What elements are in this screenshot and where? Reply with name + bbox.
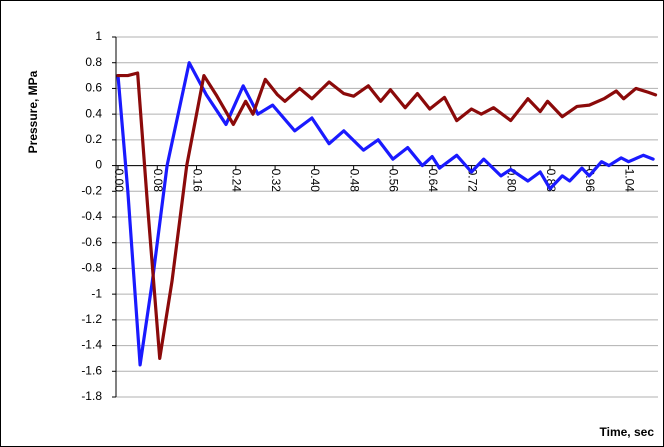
x-tick-label: 0.48 xyxy=(347,169,361,193)
y-tick-label: 0.2 xyxy=(85,132,102,146)
y-tick-label: -1.4 xyxy=(81,338,102,352)
x-tick-label: 0.64 xyxy=(426,169,440,193)
y-tick-label: -1.8 xyxy=(81,389,102,403)
y-axis-label: Pressure, MPa xyxy=(26,70,40,153)
y-tick-label: 1 xyxy=(95,29,102,43)
line-series xyxy=(116,71,658,361)
x-axis-label: Time, sec xyxy=(600,425,655,439)
y-tick-label: -0.2 xyxy=(81,183,102,197)
y-tick-label: 0 xyxy=(95,158,102,172)
line-series xyxy=(116,61,655,367)
y-tick-label: 0.6 xyxy=(85,81,102,95)
x-tick-label: 0.08 xyxy=(151,169,165,193)
x-tick-label: 0.72 xyxy=(465,169,479,193)
x-tick-label: 1.04 xyxy=(622,169,636,193)
y-tick-label: -1.2 xyxy=(81,312,102,326)
y-tick-label: -1.6 xyxy=(81,363,102,377)
x-tick-label: 0.32 xyxy=(269,169,283,193)
x-tick-label: 0.24 xyxy=(230,169,244,193)
y-tick-label: -0.4 xyxy=(81,209,102,223)
x-tick-label: 0.56 xyxy=(387,169,401,193)
x-tick-label: 0.00 xyxy=(112,169,126,193)
x-tick-label: 0.16 xyxy=(190,169,204,193)
y-tick-label: -0.8 xyxy=(81,261,102,275)
y-tick-label: 0.4 xyxy=(85,106,102,120)
y-tick-label: -1 xyxy=(91,286,102,300)
y-tick-label: -0.6 xyxy=(81,235,102,249)
x-tick-label: 0.80 xyxy=(505,169,519,193)
x-tick-label: 0.40 xyxy=(308,169,322,193)
y-tick-label: 0.8 xyxy=(85,55,102,69)
